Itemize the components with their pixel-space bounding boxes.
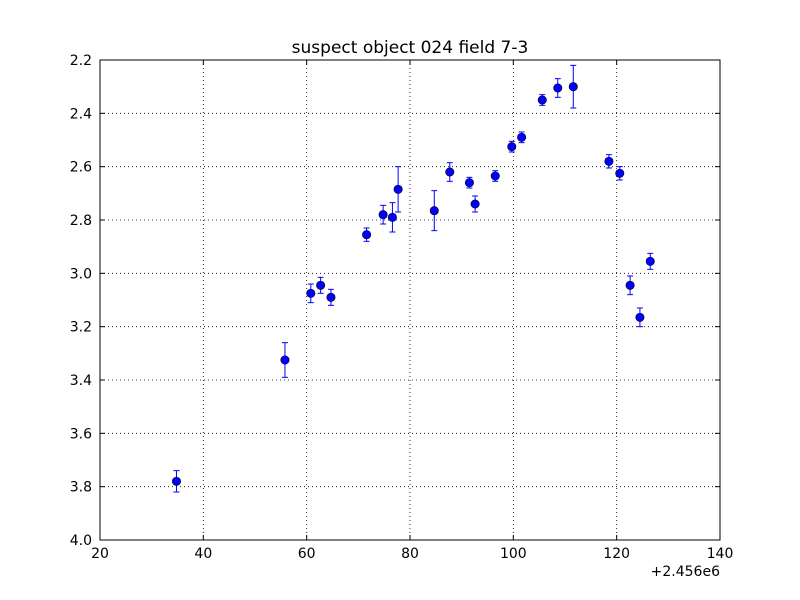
data-point (316, 280, 326, 290)
data-point (507, 142, 517, 152)
data-point (517, 132, 527, 142)
data-point (470, 199, 480, 209)
data-point (464, 178, 474, 188)
x-tick-label: 40 (194, 546, 212, 562)
y-tick-label: 3.0 (70, 266, 92, 282)
axis-ticks (99, 59, 721, 541)
grid-lines (100, 60, 720, 540)
data-point (280, 355, 290, 365)
y-tick-label: 3.8 (70, 480, 92, 496)
x-tick-label: 140 (707, 546, 734, 562)
data-point (625, 280, 635, 290)
data-point (306, 288, 316, 298)
data-point (537, 95, 547, 105)
y-tick-label: 2.4 (70, 106, 92, 122)
data-point (387, 212, 397, 222)
y-tick-labels: 2.2 2.4 2.6 2.8 3.0 3.2 3.4 3.6 3.8 4.0 (70, 53, 92, 549)
chart-title: suspect object 024 field 7-3 (292, 38, 529, 58)
data-point (553, 83, 563, 93)
data-point (645, 256, 655, 266)
data-point (326, 292, 336, 302)
x-tick-labels: 20 40 60 80 100 120 140 (91, 546, 733, 562)
data-point (378, 210, 388, 220)
data-point (393, 184, 403, 194)
data-point (604, 156, 614, 166)
y-tick-label: 3.6 (70, 426, 92, 442)
x-tick-label: 80 (401, 546, 419, 562)
y-tick-label: 4.0 (70, 533, 92, 549)
data-point (445, 167, 455, 177)
data-point (490, 171, 500, 181)
x-tick-label: 20 (91, 546, 109, 562)
data-point (362, 230, 372, 240)
x-offset-label: +2.456e6 (651, 564, 720, 580)
y-tick-label: 3.4 (70, 373, 92, 389)
y-tick-label: 2.2 (70, 53, 92, 69)
y-tick-label: 2.8 (70, 213, 92, 229)
data-point (429, 206, 439, 216)
data-point (615, 168, 625, 178)
y-tick-label: 2.6 (70, 160, 92, 176)
x-tick-label: 60 (298, 546, 316, 562)
data-point (635, 312, 645, 322)
data-point (568, 82, 578, 92)
y-tick-label: 3.2 (70, 320, 92, 336)
x-tick-label: 100 (500, 546, 527, 562)
x-tick-label: 120 (603, 546, 630, 562)
data-point (171, 476, 181, 486)
data-points (171, 82, 655, 486)
